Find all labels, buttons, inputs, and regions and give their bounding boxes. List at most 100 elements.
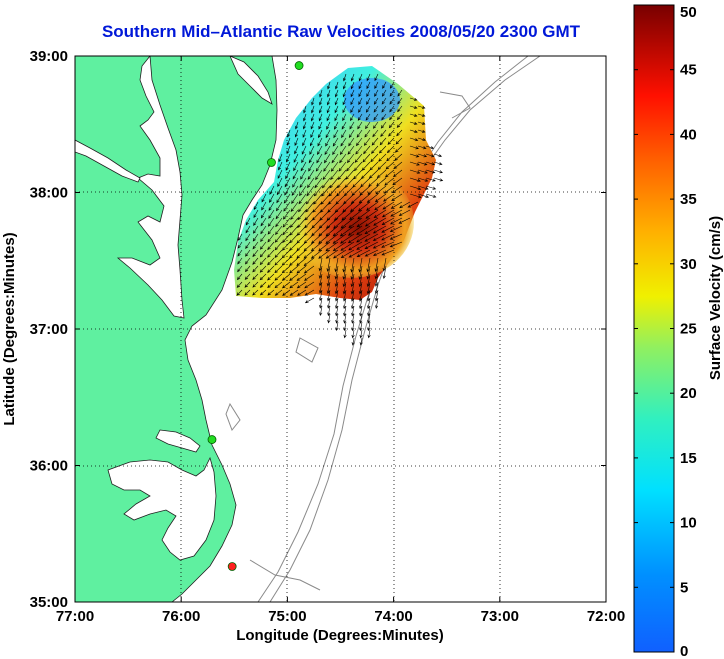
- velocity-arrow: [339, 145, 347, 155]
- velocity-arrow: [433, 161, 443, 166]
- velocity-arrow: [330, 169, 339, 181]
- velocity-arrow: [326, 97, 331, 106]
- colorbar-tick-label: 35: [680, 191, 697, 208]
- velocity-arrow: [340, 249, 355, 258]
- velocity-arrow: [281, 249, 291, 259]
- velocity-arrow: [268, 217, 275, 227]
- map-title: Southern Mid–Atlantic Raw Velocities 200…: [101, 22, 581, 41]
- velocity-arrow: [381, 241, 395, 248]
- velocity-arrow: [417, 193, 430, 198]
- velocity-arrow: [355, 137, 363, 147]
- velocity-arrow: [356, 241, 371, 250]
- velocity-arrow: [237, 233, 243, 241]
- velocity-arrow: [284, 185, 291, 196]
- velocity-arrow: [365, 105, 371, 113]
- velocity-arrow: [381, 113, 387, 121]
- velocity-arrow: [313, 185, 323, 197]
- colorbar-tick-label: 20: [680, 385, 697, 402]
- velocity-arrow: [259, 289, 267, 296]
- velocity-arrow: [259, 249, 267, 258]
- velocity-arrow: [372, 129, 379, 138]
- velocity-arrow: [375, 297, 379, 309]
- velocity-arrow: [374, 257, 379, 272]
- velocity-arrow: [417, 169, 428, 174]
- velocity-arrow: [296, 265, 307, 274]
- velocity-arrow: [351, 305, 355, 317]
- velocity-arrow: [326, 273, 331, 287]
- velocity-arrow: [389, 97, 395, 105]
- velocity-arrow: [329, 177, 339, 189]
- velocity-arrow: [332, 241, 347, 252]
- colorbar-tick-label: 0: [680, 643, 688, 659]
- velocity-arrow: [409, 97, 418, 101]
- velocity-arrow: [350, 257, 355, 273]
- velocity-arrow: [339, 225, 355, 237]
- velocity-arrow: [343, 297, 347, 310]
- velocity-arrow: [337, 169, 347, 180]
- velocity-arrow: [390, 201, 403, 209]
- velocity-arrow: [368, 177, 379, 187]
- velocity-arrow: [333, 129, 339, 139]
- velocity-arrow: [409, 121, 418, 125]
- x-axis-ticks: 77:00 76:00 75:00 74:00 73:00 72:00: [56, 56, 625, 625]
- velocity-arrow: [388, 121, 395, 129]
- velocity-arrow: [326, 105, 331, 114]
- velocity-arrow: [359, 297, 363, 310]
- velocity-arrow: [366, 201, 379, 211]
- velocity-minimum: [344, 78, 400, 122]
- velocity-arrow: [327, 313, 331, 324]
- velocity-arrow: [389, 113, 395, 121]
- velocity-arrow: [342, 257, 347, 273]
- velocity-arrow: [358, 265, 363, 280]
- velocity-arrow: [365, 113, 371, 121]
- velocity-arrow: [244, 257, 251, 265]
- velocity-arrow: [334, 289, 339, 302]
- velocity-arrow: [390, 209, 403, 217]
- velocity-arrow: [350, 73, 355, 82]
- velocity-arrow: [382, 265, 387, 279]
- velocity-arrow: [326, 289, 331, 302]
- velocity-arrow: [315, 169, 323, 181]
- velocity-arrow: [325, 241, 339, 252]
- velocity-arrow: [372, 233, 387, 241]
- velocity-arrow: [274, 281, 283, 289]
- velocity-arrow: [260, 217, 267, 227]
- velocity-arrow: [357, 121, 363, 130]
- velocity-arrow: [383, 193, 395, 202]
- velocity-arrow: [253, 217, 259, 227]
- velocity-arrow: [375, 185, 387, 195]
- velocity-arrow: [358, 97, 363, 106]
- station-marker: [227, 562, 237, 571]
- velocity-arrow: [308, 161, 315, 172]
- velocity-arrow: [372, 241, 387, 249]
- velocity-arrow: [291, 193, 299, 204]
- velocity-arrow: [409, 169, 421, 174]
- velocity-arrow: [293, 161, 299, 172]
- velocity-arrow: [278, 153, 283, 163]
- velocity-arrow: [342, 89, 347, 98]
- velocity-arrow: [358, 273, 363, 288]
- velocity-arrow: [269, 193, 275, 203]
- velocity-arrow: [373, 97, 379, 105]
- velocity-arrow: [244, 289, 251, 296]
- velocity-arrow: [389, 89, 395, 97]
- velocity-arrow: [398, 209, 411, 216]
- velocity-arrow: [356, 225, 371, 235]
- velocity-arrow: [367, 313, 371, 324]
- velocity-arrow: [334, 273, 339, 287]
- velocity-arrow: [289, 273, 299, 281]
- velocity-arrow: [337, 177, 347, 189]
- colorbar-tick-label: 50: [680, 4, 697, 21]
- velocity-arrow: [338, 161, 347, 172]
- velocity-arrow: [381, 225, 395, 233]
- velocity-arrow: [378, 153, 387, 162]
- velocity-arrow: [380, 121, 387, 129]
- velocity-arrow: [310, 121, 315, 130]
- velocity-arrow: [343, 313, 347, 324]
- velocity-arrow: [296, 281, 307, 289]
- velocity-arrow: [310, 249, 323, 259]
- velocity-arrow: [366, 281, 371, 295]
- velocity-arrow: [367, 185, 379, 195]
- velocity-arrow: [347, 145, 355, 155]
- velocity-arrow: [292, 177, 299, 188]
